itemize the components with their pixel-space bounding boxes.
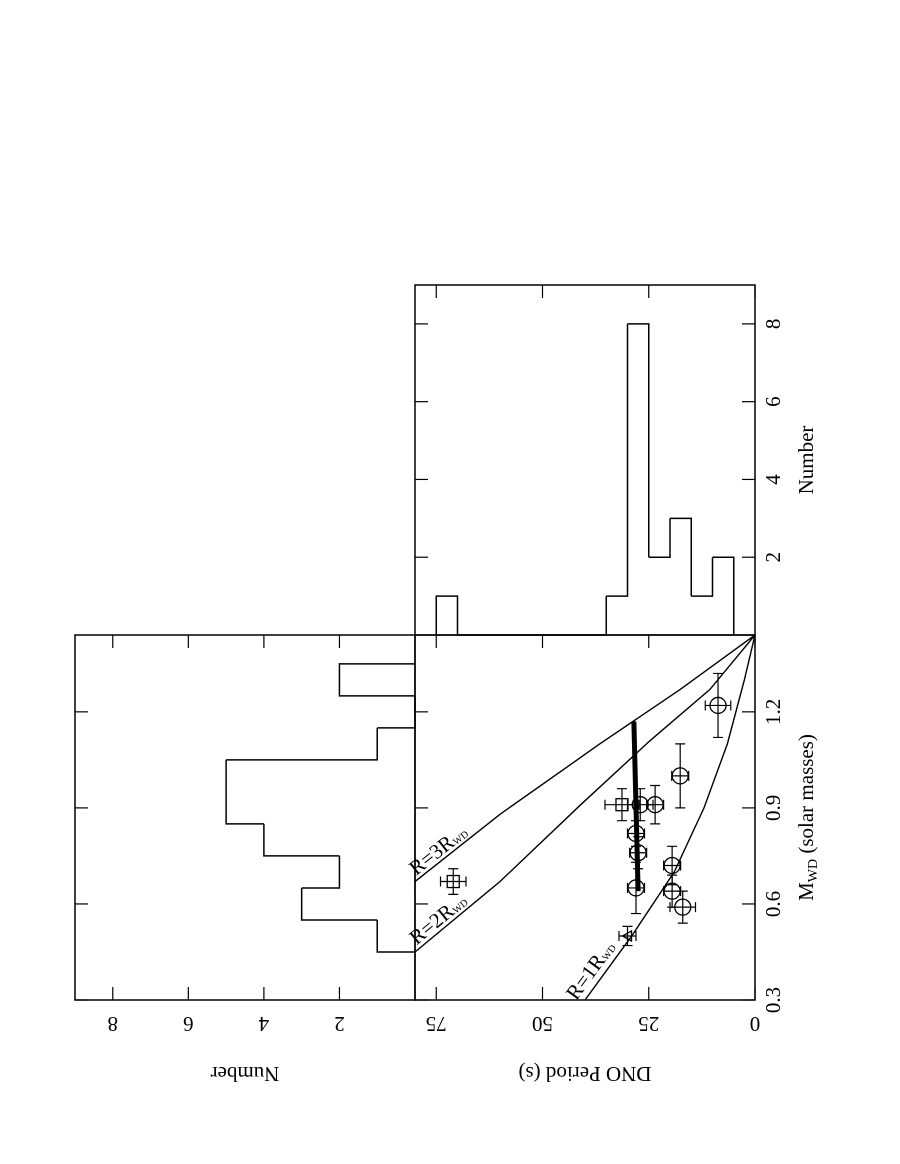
histogram-bin — [435, 595, 459, 635]
plot-area — [415, 635, 755, 1000]
point — [621, 929, 633, 943]
histogram-bin — [691, 557, 714, 597]
histogram-bin — [376, 919, 415, 953]
x-axis-label-sub: WD — [806, 859, 821, 882]
histogram-bin — [670, 517, 692, 597]
x-tick-label: 0.6 — [761, 891, 785, 917]
y-tick-label: 6 — [183, 1012, 194, 1036]
x-tick-label: 0.3 — [761, 987, 785, 1013]
histogram-bin — [712, 556, 735, 635]
y-tick-label: 25 — [638, 1012, 659, 1036]
y-error-bar — [439, 876, 467, 887]
x-tick-label: 0.9 — [761, 795, 785, 821]
main-frame — [414, 634, 756, 1001]
histogram-bin — [301, 855, 341, 889]
x-tick-label: 8 — [761, 319, 785, 330]
model-curve — [415, 635, 755, 883]
histogram-bin — [338, 663, 415, 697]
x-tick-label: 1.2 — [761, 699, 785, 725]
rotated-figure: 0.3 0.6 0.9 1.2 0 25 50 75 2 4 6 8 2 4 6 8 MWD (solar ma… — [74, 284, 821, 1086]
curve-label-main: R=2R — [404, 899, 458, 950]
histogram-bin — [377, 695, 416, 729]
x-tick-label: 6 — [761, 396, 785, 407]
histogram-bin — [648, 518, 671, 558]
period-histogram-frame — [414, 284, 756, 636]
x-axis-label: Number — [794, 426, 818, 495]
point — [709, 696, 727, 715]
point — [671, 767, 689, 785]
x-tick-label: 4 — [761, 474, 785, 485]
x-axis-label: MWD (solar masses) — [794, 734, 821, 901]
point — [446, 874, 460, 889]
y-tick-label: 8 — [108, 1012, 119, 1036]
y-tick-label: 0 — [750, 1012, 761, 1036]
histogram-bin — [606, 323, 629, 597]
y-tick-label: 4 — [258, 1012, 269, 1036]
histogram-bin — [225, 791, 264, 825]
histogram-bin — [263, 823, 340, 857]
y-tick-label: 50 — [532, 1012, 553, 1036]
y-tick-label: 75 — [426, 1012, 447, 1036]
point — [615, 798, 629, 812]
y-axis-label: DNO Period (s) — [519, 1062, 652, 1086]
x-axis-label-main: M — [794, 882, 818, 901]
mass-histogram-frame — [74, 634, 416, 1001]
point — [627, 824, 645, 843]
x-tick-label: 2 — [761, 552, 785, 563]
histogram-bin — [226, 727, 378, 761]
histogram-bin — [585, 596, 607, 636]
x-axis-label-rest: (solar masses) — [794, 734, 818, 859]
curve-label-main: R=3R — [404, 830, 458, 880]
y-tick-label: 2 — [334, 1012, 345, 1036]
histogram-bin — [627, 323, 650, 558]
point — [663, 856, 681, 875]
histogram-bin — [300, 887, 378, 921]
point — [629, 844, 647, 862]
point — [627, 879, 645, 897]
y-axis-label: Number — [211, 1062, 280, 1086]
y-error-bar — [604, 799, 640, 810]
point — [674, 898, 692, 916]
